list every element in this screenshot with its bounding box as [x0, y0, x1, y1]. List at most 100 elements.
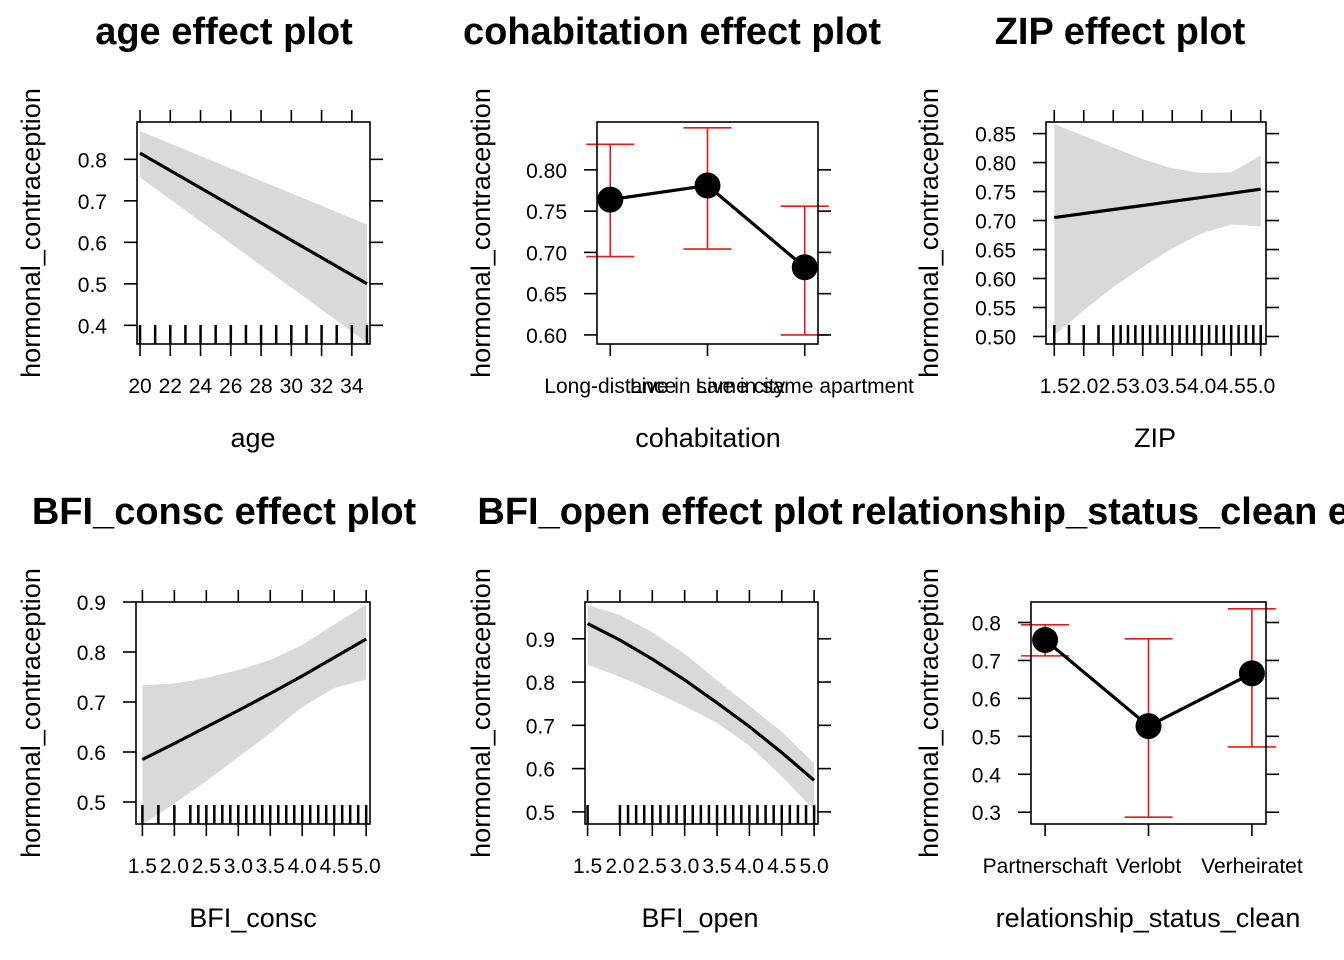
- panel-title: ZIP effect plot: [995, 11, 1246, 53]
- x-tick-label: 32: [310, 375, 333, 398]
- effect-point: [1135, 713, 1162, 740]
- fit-line: [586, 622, 816, 782]
- y-axis-label: hormonal_contraception: [914, 568, 944, 858]
- x-tick-label: 2.5: [638, 855, 667, 878]
- y-tick-label: 0.5: [972, 726, 1001, 749]
- y-tick-label: 0.8: [77, 642, 106, 665]
- y-tick-label: 0.6: [972, 688, 1001, 711]
- y-tick-label: 0.7: [526, 715, 555, 738]
- x-tick-label: 3.0: [1128, 375, 1157, 398]
- y-tick-label: 0.65: [526, 284, 567, 307]
- y-tick-label: 0.7: [78, 191, 107, 214]
- y-tick-label: 0.4: [972, 764, 1002, 787]
- effect-panel-4: BFI_consc effect plot hormonal_contracept…: [16, 491, 416, 933]
- y-tick-label: 0.6: [78, 232, 107, 255]
- y-tick-label: 0.5: [77, 792, 106, 815]
- x-tick-label: 1.5: [128, 855, 157, 878]
- x-tick-label: 3.5: [256, 855, 285, 878]
- y-tick-label: 0.9: [526, 629, 555, 652]
- panel-title: BFI_open effect plot: [477, 491, 843, 533]
- y-tick-label: 0.5: [526, 802, 555, 825]
- x-tick-label: 30: [280, 375, 303, 398]
- y-tick-label: 0.60: [526, 325, 567, 348]
- y-axis-label: hormonal_contraception: [16, 88, 46, 378]
- y-tick-label: 0.6: [526, 759, 555, 782]
- x-tick-label: 2.0: [605, 855, 634, 878]
- panel-title: relationship_status_clean effect plot: [851, 491, 1344, 533]
- y-tick-label: 0.7: [77, 692, 106, 715]
- confidence-band: [1054, 124, 1261, 336]
- effect-point: [694, 172, 721, 199]
- confidence-band: [142, 604, 367, 824]
- x-tick-label: 5.0: [1246, 375, 1275, 398]
- x-tick-label: 2.5: [192, 855, 221, 878]
- y-axis-label: hormonal_contraception: [914, 88, 944, 378]
- effect-panel-5: BFI_open effect plot hormonal_contracepti…: [466, 491, 843, 933]
- panel-title: BFI_consc effect plot: [32, 491, 417, 533]
- plot-frame: [1045, 121, 1267, 345]
- y-tick-label: 0.80: [975, 153, 1016, 176]
- y-tick-label: 0.8: [526, 672, 555, 695]
- plot-frame: [135, 601, 371, 825]
- y-tick-label: 0.3: [972, 802, 1001, 825]
- x-tick-label: Live in same city: [630, 375, 786, 398]
- x-tick-label: Long-distance: [544, 375, 676, 398]
- plot-frame: [596, 121, 819, 345]
- x-tick-label: 2.0: [160, 855, 189, 878]
- x-tick-label: 22: [159, 375, 182, 398]
- y-tick-label: 0.5: [78, 274, 107, 297]
- plot-frame: [1030, 601, 1267, 825]
- x-axis-label: cohabitation: [635, 423, 781, 453]
- y-tick-label: 0.55: [975, 297, 1016, 320]
- x-tick-label: 5.0: [800, 855, 829, 878]
- x-tick-label: 4.5: [1217, 375, 1246, 398]
- x-tick-label: 34: [340, 375, 364, 398]
- y-tick-label: 0.7: [972, 650, 1001, 673]
- effect-point: [1238, 660, 1265, 687]
- plot-frame: [584, 601, 819, 825]
- effect-panel-2: cohabitation effect plot hormonal_contrac…: [463, 11, 914, 453]
- x-tick-label: 4.0: [735, 855, 764, 878]
- x-tick-label: 4.5: [320, 855, 349, 878]
- y-tick-label: 0.50: [975, 326, 1016, 349]
- x-axis-label: BFI_open: [641, 903, 758, 933]
- y-tick-label: 0.8: [972, 612, 1001, 635]
- y-tick-label: 0.85: [975, 124, 1016, 147]
- y-tick-label: 0.80: [526, 160, 567, 183]
- y-tick-label: 0.70: [526, 242, 567, 265]
- y-tick-label: 0.8: [78, 149, 107, 172]
- y-axis-label: hormonal_contraception: [466, 88, 496, 378]
- x-tick-label: 3.0: [224, 855, 253, 878]
- x-tick-label: 20: [128, 375, 151, 398]
- x-tick-label: 4.5: [767, 855, 796, 878]
- x-tick-label: 26: [219, 375, 242, 398]
- panel-title: cohabitation effect plot: [463, 11, 881, 53]
- y-axis-label: hormonal_contraception: [16, 568, 46, 858]
- effect-panel-6: relationship_status_clean effect plot hor…: [851, 491, 1344, 933]
- x-tick-label: 1.5: [573, 855, 602, 878]
- x-tick-label: 24: [189, 375, 213, 398]
- fit-line: [1054, 187, 1261, 220]
- x-tick-label: 3.0: [670, 855, 699, 878]
- y-tick-label: 0.4: [78, 315, 108, 338]
- y-tick-label: 0.65: [975, 240, 1016, 263]
- x-tick-label: 4.0: [1187, 375, 1216, 398]
- x-tick-label: 28: [249, 375, 272, 398]
- x-tick-label: Verheiratet: [1201, 855, 1303, 878]
- y-tick-label: 0.70: [975, 211, 1016, 234]
- y-tick-label: 0.6: [77, 742, 106, 765]
- x-tick-label: Verlobt: [1116, 855, 1182, 878]
- effect-point: [791, 254, 818, 281]
- x-axis-label: relationship_status_clean: [996, 903, 1301, 933]
- confidence-band: [140, 131, 367, 343]
- y-tick-label: 0.60: [975, 269, 1016, 292]
- x-tick-label: 3.5: [1158, 375, 1187, 398]
- x-tick-label: 1.5: [1040, 375, 1069, 398]
- x-tick-label: Partnerschaft: [983, 855, 1108, 878]
- x-axis-label: BFI_consc: [189, 903, 317, 933]
- effect-point: [597, 186, 624, 213]
- x-tick-label: 2.5: [1099, 375, 1128, 398]
- y-tick-label: 0.75: [526, 201, 567, 224]
- x-tick-label: 3.5: [702, 855, 731, 878]
